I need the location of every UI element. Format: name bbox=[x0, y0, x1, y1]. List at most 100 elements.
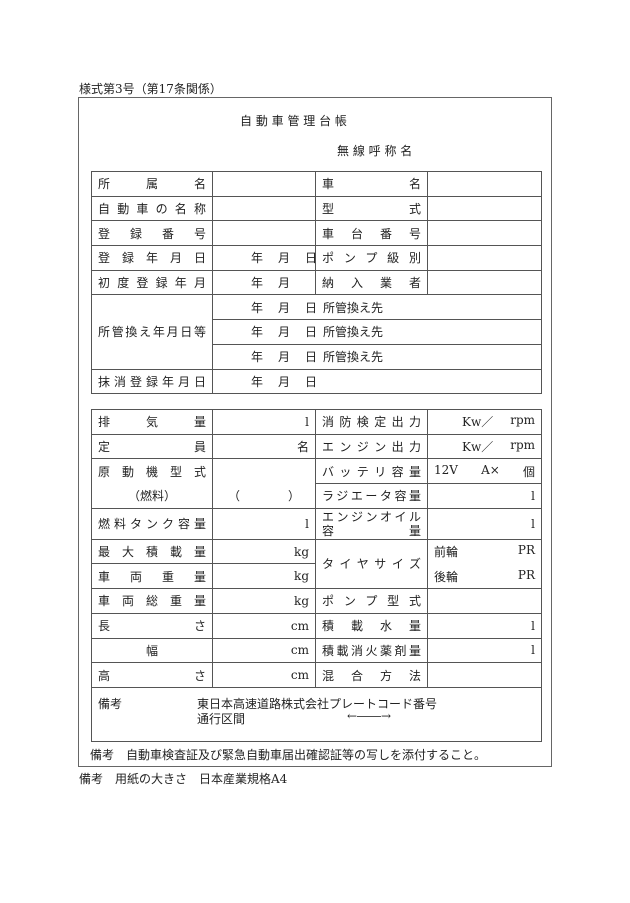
label-supplier: 納入業者 bbox=[315, 269, 428, 296]
pr-unit: PR bbox=[517, 567, 535, 582]
label-battery: バッテリ容量 bbox=[315, 458, 428, 485]
field-supplier[interactable] bbox=[427, 269, 542, 296]
oil-line-2: 容量 bbox=[322, 523, 421, 538]
field-transfer-3[interactable]: 年月日所管換え先 bbox=[212, 343, 542, 370]
paper-size-note: 備考 用紙の大きさ 日本産業規格A4 bbox=[79, 772, 288, 786]
label-width: 幅 bbox=[91, 637, 213, 664]
field-fire-output[interactable]: Kw／ rpm bbox=[427, 409, 542, 435]
label-motor-type: 原動機型式 bbox=[91, 458, 213, 484]
day-unit: 日 bbox=[305, 325, 318, 340]
field-mixing[interactable] bbox=[427, 662, 542, 688]
battery-amp: A× bbox=[481, 462, 500, 477]
day-unit: 日 bbox=[305, 350, 318, 365]
field-chassis-number[interactable] bbox=[427, 220, 542, 247]
year-unit: 年 bbox=[251, 300, 264, 315]
field-reg-date[interactable]: 年月日 bbox=[212, 245, 316, 271]
day-unit: 日 bbox=[305, 374, 318, 389]
label-length: 長さ bbox=[91, 612, 213, 639]
field-vehicle-weight[interactable]: kg bbox=[212, 563, 316, 590]
form-number: 様式第3号（第17条関係） bbox=[79, 82, 222, 96]
field-max-load[interactable]: kg bbox=[212, 538, 316, 565]
form-title: 自 動 車 管 理 台 帳 bbox=[240, 114, 347, 128]
field-affiliation[interactable] bbox=[212, 171, 316, 197]
label-agent: 積載消火薬剤量 bbox=[315, 637, 428, 664]
label-max-load: 最大積載量 bbox=[91, 538, 213, 565]
field-transfer-2[interactable]: 年月日所管換え先 bbox=[212, 319, 542, 345]
label-pump-type: ポンプ型式 bbox=[315, 588, 428, 614]
field-displacement[interactable]: l bbox=[212, 409, 316, 435]
field-width[interactable]: cm bbox=[212, 637, 316, 664]
field-car-name[interactable] bbox=[212, 195, 316, 222]
radio-callsign-label: 無 線 呼 称 名 bbox=[337, 144, 413, 158]
field-fuel-tank[interactable]: l bbox=[212, 507, 316, 540]
field-reg-number[interactable] bbox=[212, 220, 316, 247]
label-chassis-number: 車台番号 bbox=[315, 220, 428, 247]
label-pump-class: ポンプ級別 bbox=[315, 245, 428, 271]
transfer-dest: 所管換え先 bbox=[323, 300, 384, 315]
month-unit: 月 bbox=[278, 350, 291, 365]
label-radiator: ラジエータ容量 bbox=[315, 483, 428, 509]
label-fire-output: 消防検定出力 bbox=[315, 409, 428, 435]
label-height: 高さ bbox=[91, 662, 213, 688]
field-agent[interactable]: l bbox=[427, 637, 542, 664]
remarks-label: 備考 bbox=[98, 696, 123, 711]
label-reg-number: 登録番号 bbox=[91, 220, 213, 247]
kw-unit: Kw／ bbox=[462, 415, 494, 430]
field-battery[interactable]: 12V A× 個 bbox=[427, 458, 542, 485]
field-engine-output[interactable]: Kw／ rpm bbox=[427, 433, 542, 460]
month-unit: 月 bbox=[278, 300, 291, 315]
attachment-note: 備考 自動車検査証及び緊急自動車届出確認証等の写しを添付すること。 bbox=[90, 748, 487, 762]
label-displacement: 排気量 bbox=[91, 409, 213, 435]
field-engine-oil[interactable]: l bbox=[427, 507, 542, 540]
field-pump-class[interactable] bbox=[427, 245, 542, 271]
year-unit: 年 bbox=[251, 350, 264, 365]
field-transfer-1[interactable]: 年月日所管換え先 bbox=[212, 294, 542, 321]
month-unit: 月 bbox=[278, 325, 291, 340]
label-transfer: 所管換え年月日等 bbox=[91, 294, 213, 370]
year-unit: 年 bbox=[251, 276, 264, 291]
day-unit: 日 bbox=[305, 249, 315, 266]
label-vehicle-weight: 車両重量 bbox=[91, 563, 213, 590]
remarks-line-2: 通行区間 bbox=[197, 711, 246, 726]
year-unit: 年 bbox=[251, 251, 264, 266]
field-gross-weight[interactable]: kg bbox=[212, 588, 316, 614]
field-height[interactable]: cm bbox=[212, 662, 316, 688]
label-deregistration: 抹消登録年月日 bbox=[91, 368, 213, 395]
label-gross-weight: 車両総重量 bbox=[91, 588, 213, 614]
field-tire-rear[interactable]: 後輪 PR bbox=[427, 563, 542, 590]
field-length[interactable]: cm bbox=[212, 612, 316, 639]
label-engine-oil: エンジンオイル 容量 bbox=[315, 507, 428, 540]
rear-label: 後輪 bbox=[434, 569, 459, 584]
vehicle-spec-table: 排気量 l 消防検定出力 Kw／ rpm 定員名エンジン出力 Kw／ rpm 原動機型式（ … bbox=[91, 409, 542, 742]
label-tire: タイヤサイズ bbox=[315, 538, 428, 590]
day-unit: 日 bbox=[305, 300, 318, 315]
kw-unit: Kw／ bbox=[462, 440, 494, 455]
label-model: 型式 bbox=[315, 195, 428, 222]
field-tire-front[interactable]: 前輪 PR bbox=[427, 538, 542, 564]
battery-volt: 12V bbox=[434, 462, 458, 477]
field-water[interactable]: l bbox=[427, 612, 542, 639]
label-reg-date: 登録年月日 bbox=[91, 245, 213, 271]
label-car-name: 自動車の名称 bbox=[91, 195, 213, 222]
double-arrow-icon: ←――→ bbox=[347, 708, 392, 723]
month-unit: 月 bbox=[278, 251, 291, 266]
field-deregistration[interactable]: 年月日 bbox=[212, 368, 542, 395]
rpm-unit: rpm bbox=[510, 413, 535, 428]
field-capacity[interactable]: 名 bbox=[212, 433, 316, 460]
year-unit: 年 bbox=[251, 325, 264, 340]
field-radiator[interactable]: l bbox=[427, 483, 542, 509]
label-capacity: 定員 bbox=[91, 433, 213, 460]
label-affiliation: 所属名 bbox=[91, 171, 213, 197]
field-vehicle-name[interactable] bbox=[427, 171, 542, 197]
field-first-reg[interactable]: 年月 bbox=[212, 269, 316, 296]
field-pump-type[interactable] bbox=[427, 588, 542, 614]
label-first-reg: 初度登録年月 bbox=[91, 269, 213, 296]
remarks-line-1: 東日本高速道路株式会社プレートコード番号 bbox=[197, 696, 438, 711]
remarks-cell[interactable]: 備考 東日本高速道路株式会社プレートコード番号 通行区間 ←――→ bbox=[91, 686, 542, 742]
month-unit: 月 bbox=[278, 374, 291, 389]
field-model[interactable] bbox=[427, 195, 542, 222]
front-label: 前輪 bbox=[434, 545, 459, 560]
field-motor-type[interactable]: （ ） bbox=[212, 458, 316, 509]
battery-count: 個 bbox=[522, 464, 535, 479]
label-fuel: （燃料） bbox=[91, 483, 213, 509]
